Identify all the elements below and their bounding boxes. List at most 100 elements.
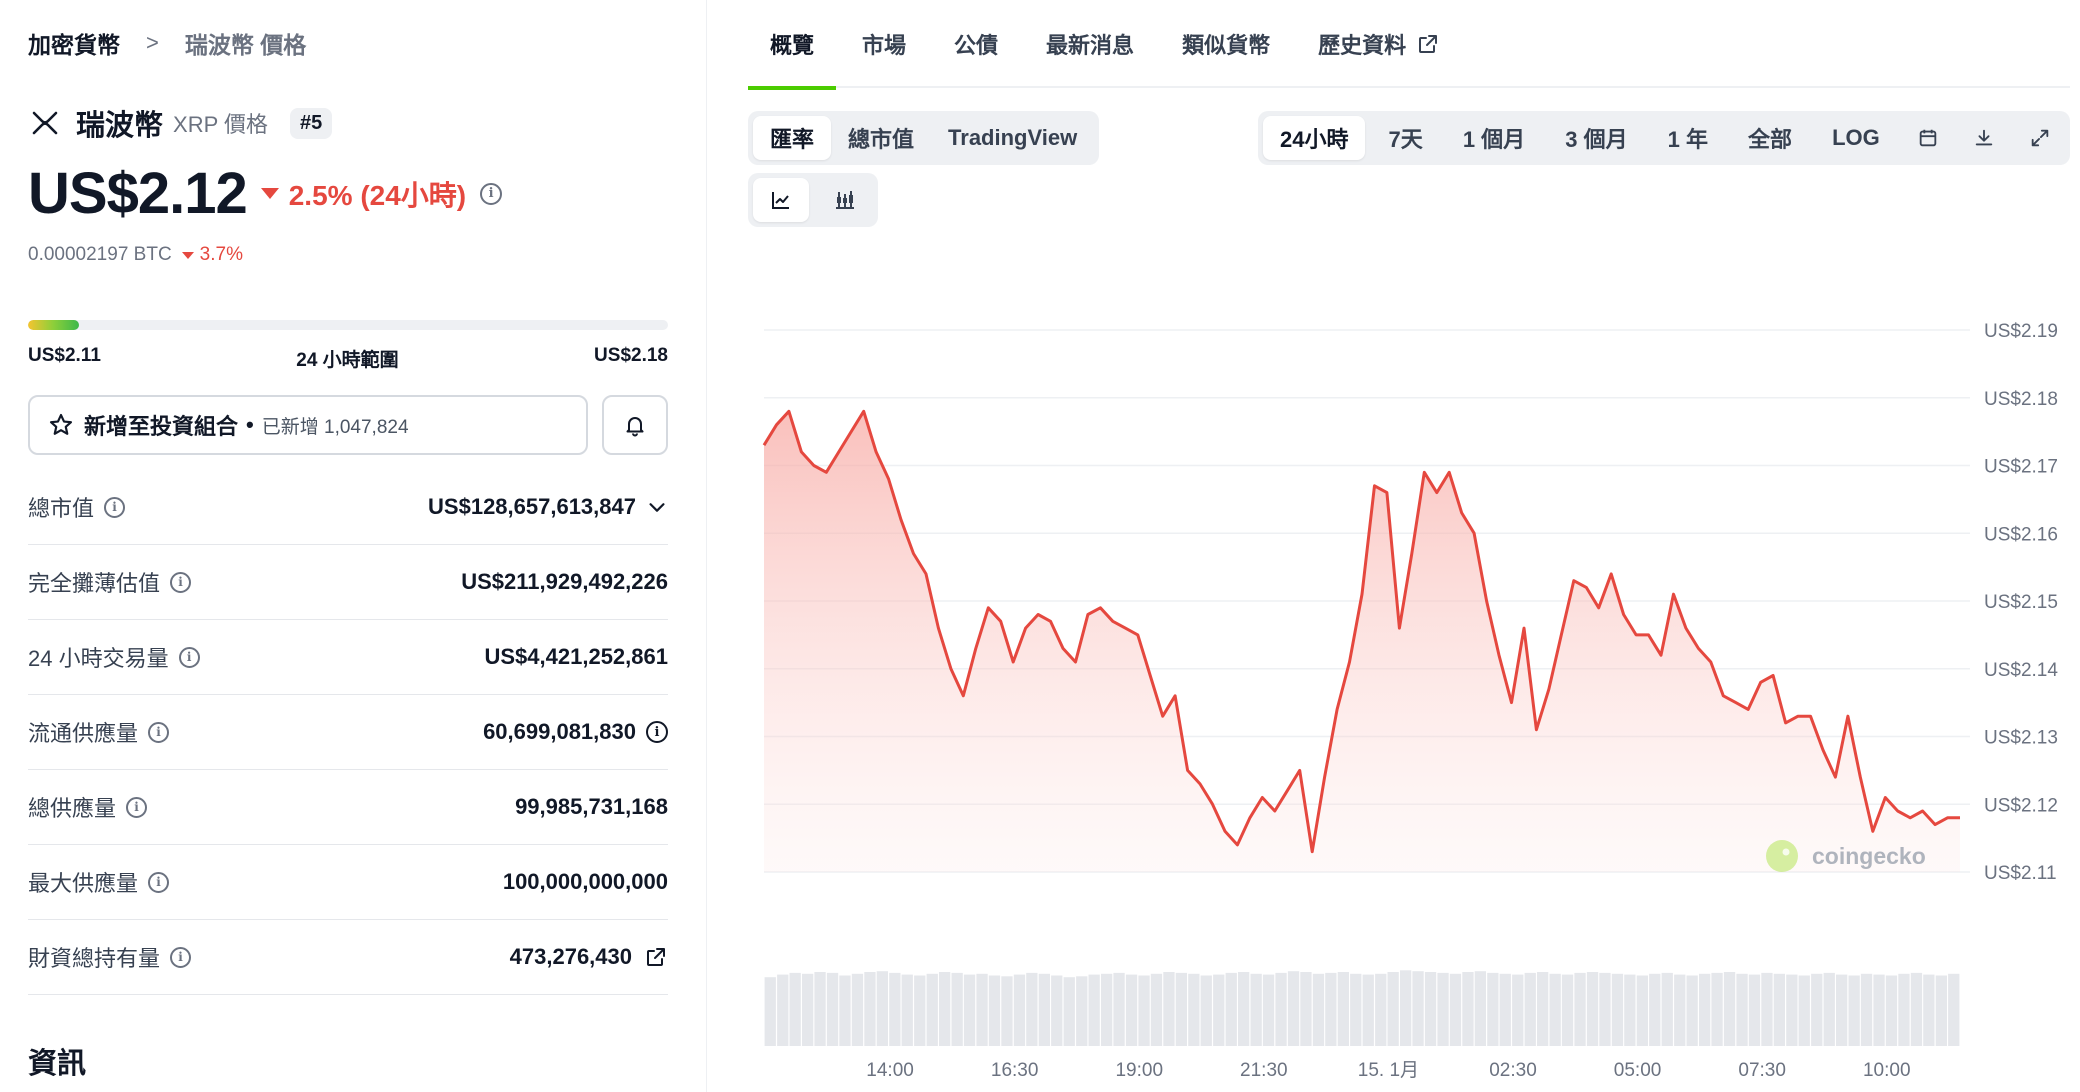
info-icon[interactable]: i (178, 646, 200, 668)
log-scale-toggle[interactable]: LOG (1832, 125, 1880, 150)
external-link-icon[interactable] (644, 945, 668, 969)
breadcrumb-current: 瑞波幣 價格 (184, 32, 307, 58)
price-change-24h: 2.5% (24小時) (260, 174, 466, 214)
tab-markets[interactable]: 市場 (862, 33, 907, 58)
volume-bar (1375, 973, 1387, 1046)
volume-bar (1076, 976, 1088, 1046)
info-icon[interactable]: i (126, 796, 148, 818)
volume-bar (1038, 973, 1050, 1046)
stat-value: 473,276,430 (509, 944, 632, 969)
volume-bar (839, 975, 851, 1046)
price-chart[interactable]: US$2.19 US$2.18 US$2.17 US$2.16 US$2.15 US$2.… (748, 290, 2080, 1092)
stat-value: 100,000,000,000 (502, 869, 668, 894)
range-1m[interactable]: 1 個月 (1462, 127, 1526, 152)
volume-bar (1350, 973, 1362, 1046)
info-section-title: 資訊 (28, 1048, 87, 1080)
volume-bar (914, 975, 926, 1046)
fullscreen-button[interactable] (2015, 116, 2065, 160)
volume-bar (951, 972, 963, 1046)
breadcrumb-root-link[interactable]: 加密貨幣 (28, 32, 120, 58)
tab-price[interactable]: 匯率 (753, 116, 832, 160)
xrp-logo-icon (28, 106, 62, 140)
stat-value: 60,699,081,830 (483, 719, 636, 744)
line-chart-button[interactable] (753, 178, 809, 222)
volume-bar (1287, 971, 1300, 1046)
range-7d[interactable]: 7天 (1388, 127, 1423, 152)
info-icon[interactable]: i (170, 571, 192, 593)
bullet-separator: • (246, 412, 254, 437)
volume-bar (1262, 974, 1275, 1046)
volume-bar (1487, 972, 1499, 1046)
range-all[interactable]: 全部 (1748, 127, 1793, 152)
info-icon[interactable]: i (148, 871, 170, 893)
rank-badge: #5 (289, 107, 333, 139)
info-icon[interactable]: i (148, 721, 170, 743)
stat-label: 總市值 (28, 496, 95, 521)
stat-row-circulating-supply: 流通供應量 i 60,699,081,830 i (28, 695, 668, 770)
bell-icon (626, 417, 644, 437)
stats-table: 總市值 i US$128,657,613,847 完全攤薄估值 i US$211,9… (28, 470, 668, 995)
calendar-button[interactable] (1903, 116, 1953, 160)
volume-bar (1250, 973, 1262, 1046)
watermark-text: coingecko (1812, 843, 1926, 869)
down-triangle-icon (260, 188, 279, 199)
volume-bar (1462, 972, 1474, 1046)
range-1y[interactable]: 1 年 (1667, 127, 1708, 152)
volume-bar (814, 972, 826, 1046)
info-icon[interactable]: i (646, 721, 668, 743)
coin-overview-panel: 加密貨幣 > 瑞波幣 價格 瑞波幣 XRP 價格 #5 US$2.12 2.5%… (28, 0, 668, 1092)
line-chart-icon (772, 192, 789, 209)
volume-bar (1910, 972, 1923, 1046)
btc-change-text: 3.7% (199, 244, 243, 265)
volume-bar (1163, 972, 1175, 1046)
tab-similar-coins[interactable]: 類似貨幣 (1182, 33, 1271, 58)
volume-bar (1885, 975, 1898, 1046)
btc-price: 0.00002197 BTC (28, 244, 172, 265)
volume-bar (864, 972, 876, 1046)
x-tick-label: 15. 1月 (1358, 1060, 1419, 1081)
volume-bar (926, 973, 938, 1046)
volume-bar (826, 972, 839, 1046)
volume-bar (963, 974, 976, 1046)
volume-bar (1898, 973, 1910, 1046)
stat-row-max-supply: 最大供應量 i 100,000,000,000 (28, 845, 668, 920)
tab-tradingview[interactable]: TradingView (948, 125, 1078, 150)
stat-label: 24 小時交易量 (28, 646, 169, 671)
volume-bar (1674, 974, 1686, 1046)
y-tick-label: US$2.16 (1984, 524, 2058, 545)
x-axis: 14:00 16:30 19:00 21:30 15. 1月 02:30 05:00 07:3… (866, 1060, 1910, 1081)
coingecko-watermark: coingecko (1766, 840, 1926, 872)
price-alert-button[interactable] (602, 395, 668, 455)
range-3m[interactable]: 3 個月 (1565, 127, 1628, 152)
stat-row-market-cap: 總市值 i US$128,657,613,847 (28, 470, 668, 545)
add-to-portfolio-button[interactable]: 新增至投資組合 • 已新增 1,047,824 (28, 395, 588, 455)
tab-news[interactable]: 最新消息 (1046, 33, 1135, 58)
volume-bar (1512, 974, 1524, 1046)
info-icon[interactable]: i (170, 946, 192, 968)
x-tick-label: 07:30 (1738, 1060, 1786, 1081)
volume-bar (1275, 972, 1287, 1046)
volume-bar (1337, 972, 1349, 1046)
tab-historical-data[interactable]: 歷史資料 (1296, 0, 1462, 88)
volume-bar (1836, 974, 1848, 1046)
main-tabs: 概覽 市場 公債 最新消息 類似貨幣 歷史資料 (748, 0, 2070, 90)
download-button[interactable] (1959, 116, 2009, 160)
volume-bar (1412, 971, 1424, 1046)
download-icon (1975, 129, 1993, 146)
volume-bar (1138, 975, 1150, 1046)
candlestick-chart-button[interactable] (817, 178, 873, 222)
tab-treasury[interactable]: 公債 (954, 33, 999, 58)
volume-bar (1051, 975, 1063, 1046)
info-icon[interactable]: i (480, 182, 503, 205)
volume-bar (1300, 972, 1312, 1046)
range-high: US$2.18 (594, 345, 668, 366)
info-icon[interactable]: i (104, 496, 126, 518)
volume-bar (1848, 975, 1860, 1046)
volume-bar (1860, 973, 1873, 1046)
range-24h[interactable]: 24小時 (1263, 116, 1366, 160)
tab-market-cap[interactable]: 總市值 (848, 127, 915, 152)
tab-overview[interactable]: 概覽 (748, 0, 837, 90)
chevron-down-icon[interactable] (646, 496, 668, 518)
stat-label: 最大供應量 (28, 871, 139, 896)
volume-bar (1549, 973, 1561, 1046)
